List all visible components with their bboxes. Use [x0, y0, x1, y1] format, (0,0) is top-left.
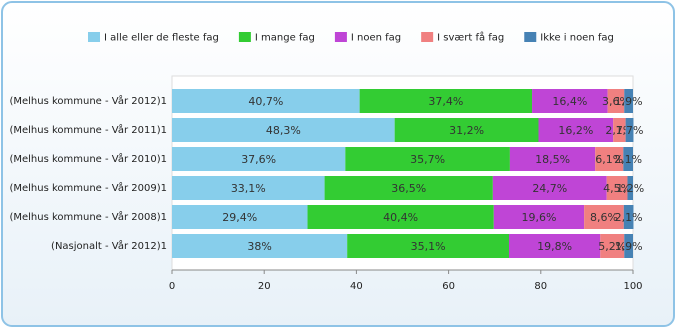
data-label: 1,7% — [616, 124, 644, 137]
bar-segment — [508, 234, 601, 258]
bar-segment — [493, 205, 585, 229]
data-label: 1,9% — [615, 240, 643, 253]
data-label: 1,9% — [615, 95, 643, 108]
bar-segment — [627, 176, 633, 200]
data-label: 48,3% — [266, 124, 301, 137]
bar-segment — [509, 147, 596, 171]
data-label: 31,2% — [449, 124, 484, 137]
data-label: 16,2% — [558, 124, 593, 137]
bar-segment — [607, 89, 625, 113]
y-tick-label: (Melhus kommune - Vår 2009)1 — [9, 181, 167, 194]
bar-segment — [624, 89, 633, 113]
data-label: 24,7% — [532, 182, 567, 195]
data-label: 35,1% — [411, 240, 446, 253]
bar-segment — [347, 234, 509, 258]
data-label: 36,5% — [391, 182, 426, 195]
x-tick-label: 20 — [258, 281, 271, 292]
legend-label: Ikke i noen fag — [540, 33, 614, 44]
bar-segment — [584, 205, 624, 229]
legend-label: I svært få fag — [437, 31, 504, 44]
bar-segment — [613, 118, 626, 142]
data-label: 2,1% — [614, 153, 642, 166]
y-tick-label: (Melhus kommune - Vår 2012)1 — [9, 94, 167, 107]
bar-segment — [625, 118, 634, 142]
data-label: 35,7% — [410, 153, 445, 166]
legend-label: I noen fag — [351, 33, 401, 44]
legend-label: I mange fag — [255, 33, 315, 44]
data-label: 40,4% — [383, 211, 418, 224]
bar-segment — [324, 176, 493, 200]
bar-segment — [172, 234, 348, 258]
bar-segment — [359, 89, 533, 113]
bar-segment — [623, 205, 634, 229]
legend-swatch — [334, 32, 347, 42]
data-label: 3,6% — [602, 95, 630, 108]
data-label: 16,4% — [552, 95, 587, 108]
bar-segment — [345, 147, 510, 171]
x-tick-label: 100 — [623, 281, 642, 292]
data-label: 33,1% — [231, 182, 266, 195]
bar-segment — [538, 118, 614, 142]
y-tick-label: (Melhus kommune - Vår 2008)1 — [9, 210, 167, 223]
bar-segment — [600, 234, 625, 258]
legend-swatch — [421, 32, 434, 42]
bar-segment — [172, 118, 395, 142]
x-tick-label: 0 — [169, 281, 175, 292]
data-label: 6,1% — [595, 153, 623, 166]
legend-label: I alle eller de fleste fag — [104, 33, 219, 44]
bar-segment — [172, 176, 325, 200]
bar-segment — [532, 89, 608, 113]
bar-segment — [595, 147, 624, 171]
data-label: 37,6% — [241, 153, 276, 166]
bar-segment — [307, 205, 494, 229]
bar-segment — [492, 176, 607, 200]
data-label: 5,2% — [598, 240, 626, 253]
bar-segment — [624, 234, 633, 258]
data-label: 40,7% — [248, 95, 283, 108]
y-tick-label: (Nasjonalt - Vår 2012)1 — [51, 239, 167, 252]
bar-segment — [394, 118, 539, 142]
data-label: 2,1% — [615, 211, 643, 224]
data-label: 37,4% — [428, 95, 463, 108]
legend-swatch — [238, 32, 251, 42]
legend-swatch — [88, 32, 100, 42]
data-label: 19,8% — [537, 240, 572, 253]
x-tick-label: 60 — [442, 281, 455, 292]
bar-segment — [606, 176, 628, 200]
data-label: 29,4% — [222, 211, 257, 224]
bar-segment — [623, 147, 633, 171]
data-label: 4,5% — [603, 182, 631, 195]
y-tick-label: (Melhus kommune - Vår 2011)1 — [9, 123, 167, 136]
legend-swatch — [524, 32, 537, 42]
bar-segment — [172, 89, 360, 113]
data-label: 38% — [247, 240, 271, 253]
data-label: 18,5% — [535, 153, 570, 166]
x-tick-label: 80 — [534, 281, 547, 292]
y-tick-label: (Melhus kommune - Vår 2010)1 — [9, 152, 167, 165]
data-label: 19,6% — [521, 211, 556, 224]
bar-segment — [172, 147, 346, 171]
data-label: 8,6% — [590, 211, 618, 224]
data-label: 1,2% — [616, 182, 644, 195]
x-tick-label: 40 — [350, 281, 363, 292]
bar-segment — [172, 205, 308, 229]
